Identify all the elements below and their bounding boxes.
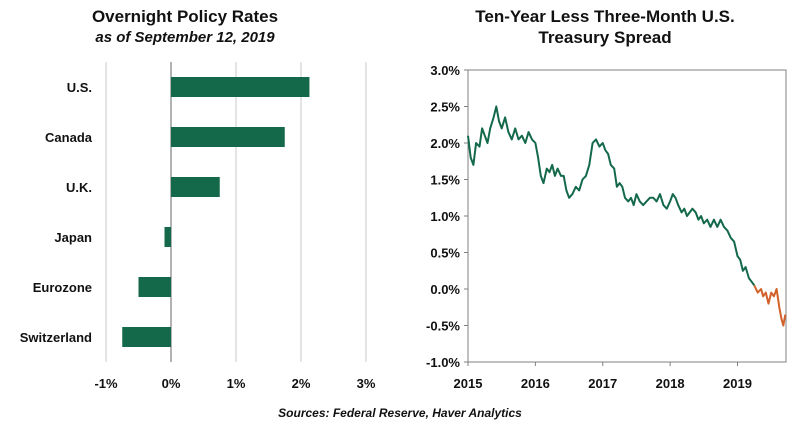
y-tick-label: 1.0% bbox=[430, 209, 460, 224]
category-label: Canada bbox=[45, 130, 93, 145]
category-label: Eurozone bbox=[33, 280, 92, 295]
x-tick-label: 2015 bbox=[454, 376, 483, 391]
bar bbox=[171, 127, 285, 147]
plot-frame bbox=[467, 69, 787, 363]
category-label: U.K. bbox=[66, 180, 92, 195]
source-note: Sources: Federal Reserve, Haver Analytic… bbox=[278, 406, 522, 420]
left-chart-title: Overnight Policy Rates as of September 1… bbox=[40, 6, 330, 48]
category-label: U.S. bbox=[67, 80, 92, 95]
right-chart-title-line-2: Treasury Spread bbox=[538, 28, 672, 47]
left-x-tick-label: 0% bbox=[162, 376, 181, 391]
bar bbox=[164, 227, 171, 247]
x-tick-label: 2019 bbox=[723, 376, 752, 391]
left-x-tick-label: 2% bbox=[292, 376, 311, 391]
bar bbox=[171, 77, 310, 97]
left-chart-subtitle: as of September 12, 2019 bbox=[95, 29, 275, 46]
left-bar-chart: -1% 0% 1% 2% 3% U.S. Canada U.K. Japan Eurozone Sw… bbox=[20, 62, 376, 391]
y-tick-label: 0.5% bbox=[430, 246, 460, 261]
bar bbox=[171, 177, 220, 197]
spread-line-positive bbox=[467, 105, 756, 286]
category-label: Switzerland bbox=[20, 330, 92, 345]
y-tick-label: 2.0% bbox=[430, 136, 460, 151]
left-chart-title-text: Overnight Policy Rates bbox=[91, 7, 279, 26]
x-tick-label: 2017 bbox=[588, 376, 617, 391]
x-tick-label: 2018 bbox=[656, 376, 685, 391]
y-tick-label: 1.5% bbox=[430, 173, 460, 188]
category-label: Japan bbox=[54, 230, 92, 245]
right-chart-title-line-1: Ten-Year Less Three-Month U.S. bbox=[475, 7, 735, 26]
bar bbox=[138, 277, 171, 297]
x-tick-label: 2016 bbox=[521, 376, 550, 391]
y-tick-label: -0.5% bbox=[426, 319, 460, 334]
y-tick-label: -1.0% bbox=[426, 355, 460, 370]
bar bbox=[122, 327, 171, 347]
right-chart-title: Ten-Year Less Three-Month U.S. Treasury … bbox=[420, 6, 790, 48]
right-line-chart: 3.0% 2.5% 2.0% 1.5% 1.0% 0.5% 0.0% -0.5% -1.0% 20… bbox=[426, 63, 787, 391]
left-x-tick-label: 3% bbox=[357, 376, 376, 391]
y-tick-label: 2.5% bbox=[430, 100, 460, 115]
y-tick-label: 3.0% bbox=[430, 63, 460, 78]
left-x-tick-label: -1% bbox=[94, 376, 118, 391]
left-x-tick-label: 1% bbox=[227, 376, 246, 391]
spread-line-inverted bbox=[753, 284, 787, 327]
y-tick-label: 0.0% bbox=[430, 282, 460, 297]
